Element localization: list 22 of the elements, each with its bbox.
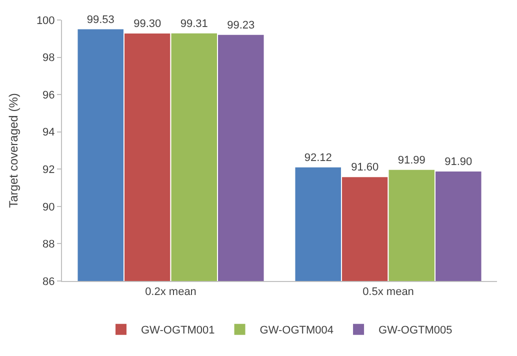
data-label: 91.99 [398,154,426,166]
data-label: 91.60 [351,162,379,174]
y-tick-label: 88 [42,238,55,251]
y-tick-label: 94 [42,126,55,139]
y-axis-title: Target coveraged (%) [6,93,21,208]
data-label: 99.53 [86,14,114,26]
y-tick-label: 100 [36,14,55,27]
legend-label: GW-OGTM001 [141,324,215,337]
y-tick-label: 96 [42,89,55,102]
y-tick-label: 86 [42,276,55,288]
data-label: 99.23 [227,19,255,32]
x-tick-label: 0.5x mean [362,286,414,298]
data-label: 92.12 [304,152,332,164]
x-tick-label: 0.2x mean [145,286,196,298]
data-label: 99.31 [180,18,208,30]
legend-label: GW-OGTM004 [260,324,334,337]
y-tick-label: 90 [42,201,55,214]
y-tick-label: 98 [42,52,55,64]
y-tick-label: 92 [42,164,55,176]
data-label: 99.30 [134,18,162,30]
data-label: 91.90 [444,156,472,168]
legend-label: GW-OGTM005 [378,324,452,337]
